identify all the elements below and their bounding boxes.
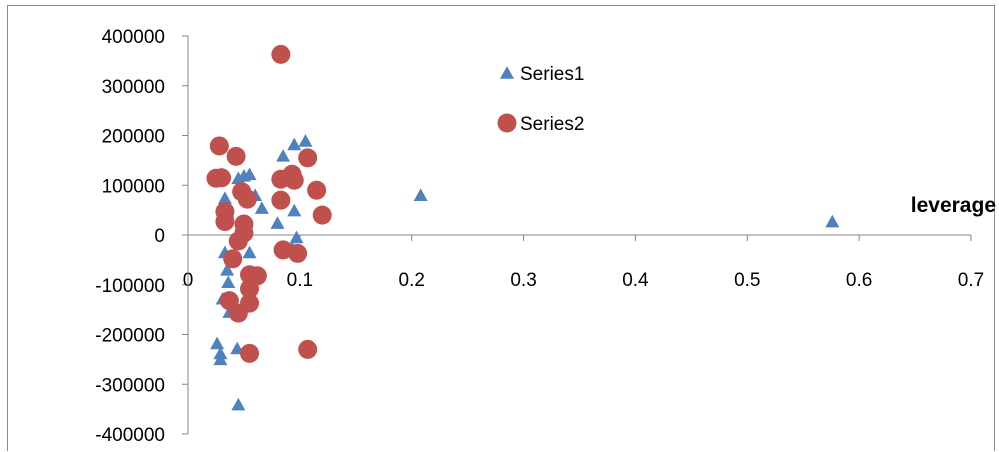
series2-point bbox=[307, 180, 327, 200]
series1-point bbox=[298, 134, 313, 147]
series1-point bbox=[287, 137, 302, 151]
series2-point bbox=[298, 148, 318, 168]
series2-point bbox=[271, 44, 291, 64]
series2-point bbox=[209, 136, 229, 156]
series2-point bbox=[312, 205, 332, 225]
series1-point bbox=[242, 245, 257, 259]
series2-point bbox=[273, 240, 293, 260]
series1-point bbox=[287, 203, 302, 217]
series1-point bbox=[231, 397, 246, 411]
series2-point bbox=[271, 190, 291, 210]
y-tick-label: -300000 bbox=[95, 375, 165, 396]
y-tick-label: -200000 bbox=[95, 326, 165, 347]
x-tick-label: 0.4 bbox=[622, 270, 649, 291]
series1-point bbox=[210, 336, 225, 350]
series1-point bbox=[217, 191, 232, 204]
legend-label-series1: Series1 bbox=[520, 64, 584, 85]
series1-point bbox=[213, 352, 228, 366]
series2-point bbox=[212, 168, 232, 188]
y-tick-label: 200000 bbox=[102, 127, 165, 148]
y-axis-ticks: 400000 300000 200000 100000 0 -100000 -200000 -… bbox=[95, 27, 188, 446]
series1-point bbox=[254, 201, 269, 214]
series1-point bbox=[413, 188, 428, 201]
series1-point bbox=[221, 275, 236, 289]
y-tick-label: -100000 bbox=[95, 276, 165, 297]
series2-point bbox=[282, 164, 302, 184]
series1-point bbox=[220, 263, 235, 276]
x-tick-label: 0.5 bbox=[734, 270, 760, 291]
y-tick-label: 0 bbox=[154, 226, 165, 247]
series1-point bbox=[825, 214, 840, 228]
legend: Series1 Series2 bbox=[497, 64, 584, 135]
series2-point bbox=[223, 249, 243, 269]
chart-frame bbox=[7, 5, 995, 451]
x-tick-label: 0.3 bbox=[510, 270, 536, 291]
x-tick-label: 0.7 bbox=[958, 270, 984, 291]
legend-marker-series2 bbox=[497, 113, 517, 133]
y-tick-label: 100000 bbox=[102, 176, 165, 197]
x-tick-label: 0.6 bbox=[846, 270, 872, 291]
y-tick-label: -400000 bbox=[95, 425, 165, 446]
series2-point bbox=[226, 146, 246, 166]
series2-point bbox=[288, 243, 308, 263]
legend-marker-series1 bbox=[500, 66, 514, 79]
y-tick-label: 300000 bbox=[102, 77, 165, 98]
series2-point bbox=[228, 303, 248, 323]
y-tick-label: 400000 bbox=[102, 27, 165, 48]
series2-point bbox=[237, 189, 257, 209]
series1-point bbox=[276, 149, 291, 162]
series1-point bbox=[289, 230, 304, 244]
x-axis-ticks: 0 0.1 0.2 0.3 0.4 0.5 0.6 0.7 bbox=[183, 235, 984, 291]
series2-point bbox=[215, 212, 235, 232]
x-axis-title: leverage bbox=[911, 194, 996, 217]
series1-point bbox=[270, 216, 285, 229]
series2-point bbox=[240, 343, 260, 363]
series2-point bbox=[228, 231, 248, 251]
data-points bbox=[206, 44, 840, 411]
legend-label-series2: Series2 bbox=[520, 114, 584, 135]
series1-point bbox=[242, 167, 257, 181]
x-tick-label: 0.2 bbox=[399, 270, 425, 291]
x-tick-label: 0.1 bbox=[287, 270, 313, 291]
series2-point bbox=[240, 279, 260, 299]
series2-point bbox=[298, 339, 318, 359]
